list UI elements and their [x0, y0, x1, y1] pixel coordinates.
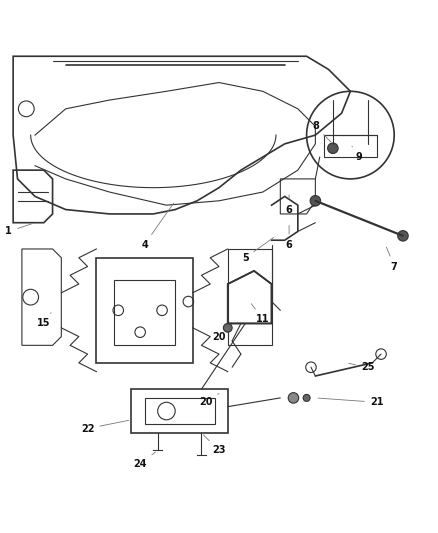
Text: 23: 23 — [203, 435, 226, 456]
Text: 7: 7 — [386, 247, 398, 271]
Text: 24: 24 — [134, 452, 155, 469]
Text: 22: 22 — [81, 421, 129, 433]
Text: 6: 6 — [286, 225, 293, 249]
Text: 21: 21 — [318, 397, 383, 407]
Text: 6: 6 — [286, 195, 293, 215]
Circle shape — [310, 196, 321, 206]
Circle shape — [288, 393, 299, 403]
Text: 8: 8 — [312, 122, 331, 142]
Text: 20: 20 — [199, 393, 219, 407]
Circle shape — [223, 324, 232, 332]
Text: 4: 4 — [141, 203, 173, 249]
Text: 9: 9 — [352, 146, 363, 162]
Text: 20: 20 — [212, 328, 228, 342]
Text: 5: 5 — [242, 238, 274, 263]
Text: 25: 25 — [349, 362, 374, 372]
Circle shape — [328, 143, 338, 154]
Text: 15: 15 — [37, 313, 51, 328]
Circle shape — [398, 231, 408, 241]
Text: 1: 1 — [5, 223, 32, 237]
Text: 11: 11 — [251, 304, 269, 324]
Circle shape — [303, 394, 310, 401]
